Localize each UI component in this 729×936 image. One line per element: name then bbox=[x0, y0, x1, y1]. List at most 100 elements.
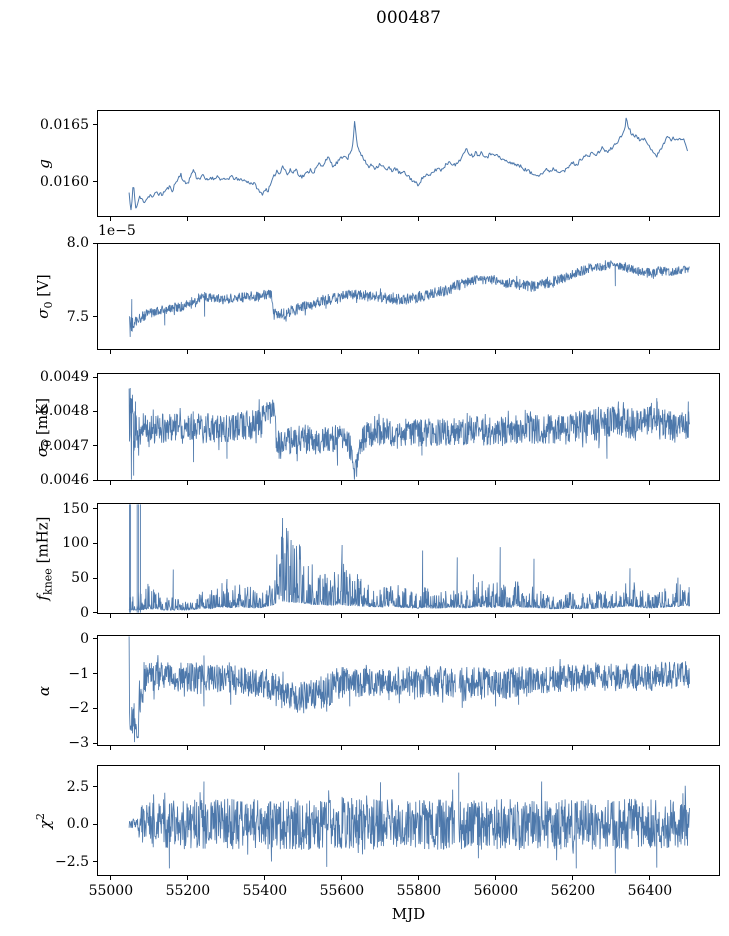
x-tick-mark bbox=[418, 350, 420, 354]
series-line-chi2 bbox=[128, 772, 690, 874]
ylabel-g: g bbox=[27, 110, 61, 217]
x-tick-mark bbox=[572, 350, 574, 354]
y-tick-label: −1 bbox=[68, 665, 89, 682]
x-tick-mark bbox=[341, 876, 343, 880]
y-tick-mark bbox=[93, 181, 97, 183]
x-tick-mark bbox=[110, 217, 112, 221]
x-tick-mark bbox=[341, 614, 343, 618]
y-tick-label: 8.0 bbox=[66, 235, 89, 251]
subplot-fknee bbox=[97, 503, 720, 614]
ylabel-text-alpha: α bbox=[34, 685, 53, 696]
x-tick-label: 56000 bbox=[473, 883, 519, 899]
y-tick-label: 100 bbox=[62, 535, 89, 552]
y-tick-mark bbox=[93, 316, 97, 318]
y-tick-mark bbox=[93, 410, 97, 412]
plot-area-fknee bbox=[128, 504, 690, 613]
x-tick-mark bbox=[110, 350, 112, 354]
plot-area-g bbox=[128, 117, 688, 211]
x-tick-mark bbox=[187, 481, 189, 485]
y-tick-label: 7.5 bbox=[66, 308, 89, 325]
x-tick-mark bbox=[341, 217, 343, 221]
ylabel-sigma0-mk: σ0 [mK] bbox=[27, 373, 61, 481]
ylabel-fknee: fknee [mHz] bbox=[27, 503, 61, 614]
y-tick-label: 0.0 bbox=[66, 816, 89, 833]
subplot-sigma0-v bbox=[97, 243, 720, 350]
x-tick-mark bbox=[264, 481, 266, 485]
ylabel-text-sigma0-mk: σ0 [mK] bbox=[33, 397, 55, 457]
x-tick-mark bbox=[572, 746, 574, 750]
x-tick-mark bbox=[495, 481, 497, 485]
y-tick-label: 0.0047 bbox=[40, 437, 89, 454]
ylabel-text-g: g bbox=[34, 158, 53, 169]
x-tick-mark bbox=[418, 876, 420, 880]
x-tick-mark bbox=[110, 876, 112, 880]
y-tick-label: 0.0048 bbox=[40, 403, 89, 420]
subplot-sigma0-mk bbox=[97, 373, 720, 481]
x-tick-label: 56200 bbox=[550, 883, 596, 899]
x-tick-mark bbox=[495, 217, 497, 221]
x-tick-mark bbox=[341, 746, 343, 750]
y-tick-label: 2.5 bbox=[66, 778, 89, 795]
x-tick-mark bbox=[418, 746, 420, 750]
x-tick-mark bbox=[341, 350, 343, 354]
x-tick-mark bbox=[649, 876, 651, 880]
figure-title: 000487 bbox=[376, 8, 441, 28]
x-tick-mark bbox=[572, 614, 574, 618]
x-tick-mark bbox=[649, 481, 651, 485]
x-tick-mark bbox=[418, 217, 420, 221]
y-tick-mark bbox=[93, 823, 97, 825]
y-tick-label: −3 bbox=[68, 735, 89, 752]
y-tick-mark bbox=[93, 786, 97, 788]
x-tick-mark bbox=[187, 614, 189, 618]
y-tick-mark bbox=[93, 242, 97, 244]
x-tick-mark bbox=[110, 746, 112, 750]
x-tick-mark bbox=[110, 481, 112, 485]
series-line-fknee bbox=[128, 504, 690, 613]
x-tick-mark bbox=[572, 481, 574, 485]
x-tick-mark bbox=[264, 746, 266, 750]
plot-area-sigma0-v bbox=[128, 260, 690, 337]
x-tick-mark bbox=[187, 217, 189, 221]
x-tick-mark bbox=[110, 614, 112, 618]
x-tick-mark bbox=[418, 481, 420, 485]
x-tick-mark bbox=[495, 350, 497, 354]
x-tick-mark bbox=[187, 350, 189, 354]
y-tick-mark bbox=[93, 742, 97, 744]
x-tick-mark bbox=[572, 217, 574, 221]
x-axis-label: MJD bbox=[391, 905, 426, 923]
x-tick-mark bbox=[264, 350, 266, 354]
y-tick-label: 0.0165 bbox=[40, 116, 89, 133]
x-tick-mark bbox=[418, 614, 420, 618]
x-tick-mark bbox=[495, 746, 497, 750]
x-tick-label: 55600 bbox=[319, 883, 365, 899]
ylabel-text-chi2: χ2 bbox=[34, 812, 54, 829]
y-tick-mark bbox=[93, 508, 97, 510]
ylabel-sigma0-v: σ0 [V] bbox=[27, 243, 61, 350]
x-tick-mark bbox=[264, 614, 266, 618]
x-tick-mark bbox=[495, 614, 497, 618]
x-tick-mark bbox=[649, 217, 651, 221]
y-tick-label: 0 bbox=[80, 604, 89, 621]
y-tick-mark bbox=[93, 638, 97, 640]
axis-offset-label: 1e−5 bbox=[98, 223, 136, 239]
y-tick-mark bbox=[93, 124, 97, 126]
y-tick-label: 0 bbox=[80, 630, 89, 647]
subplot-chi2 bbox=[97, 765, 720, 876]
ylabel-chi2: χ2 bbox=[27, 765, 61, 876]
y-tick-label: 150 bbox=[62, 500, 89, 517]
y-tick-label: 0.0046 bbox=[40, 472, 89, 488]
plot-area-sigma0-mk bbox=[128, 388, 690, 480]
y-tick-mark bbox=[93, 861, 97, 863]
x-tick-label: 55000 bbox=[88, 883, 134, 899]
x-tick-label: 56400 bbox=[627, 883, 673, 899]
series-line-alpha bbox=[128, 636, 690, 743]
y-tick-label: −2 bbox=[68, 700, 89, 717]
ylabel-text-sigma0-v: σ0 [V] bbox=[33, 274, 55, 319]
y-tick-mark bbox=[93, 577, 97, 579]
x-tick-mark bbox=[187, 746, 189, 750]
x-tick-mark bbox=[649, 746, 651, 750]
y-tick-mark bbox=[93, 612, 97, 614]
x-tick-mark bbox=[649, 614, 651, 618]
x-tick-mark bbox=[264, 217, 266, 221]
